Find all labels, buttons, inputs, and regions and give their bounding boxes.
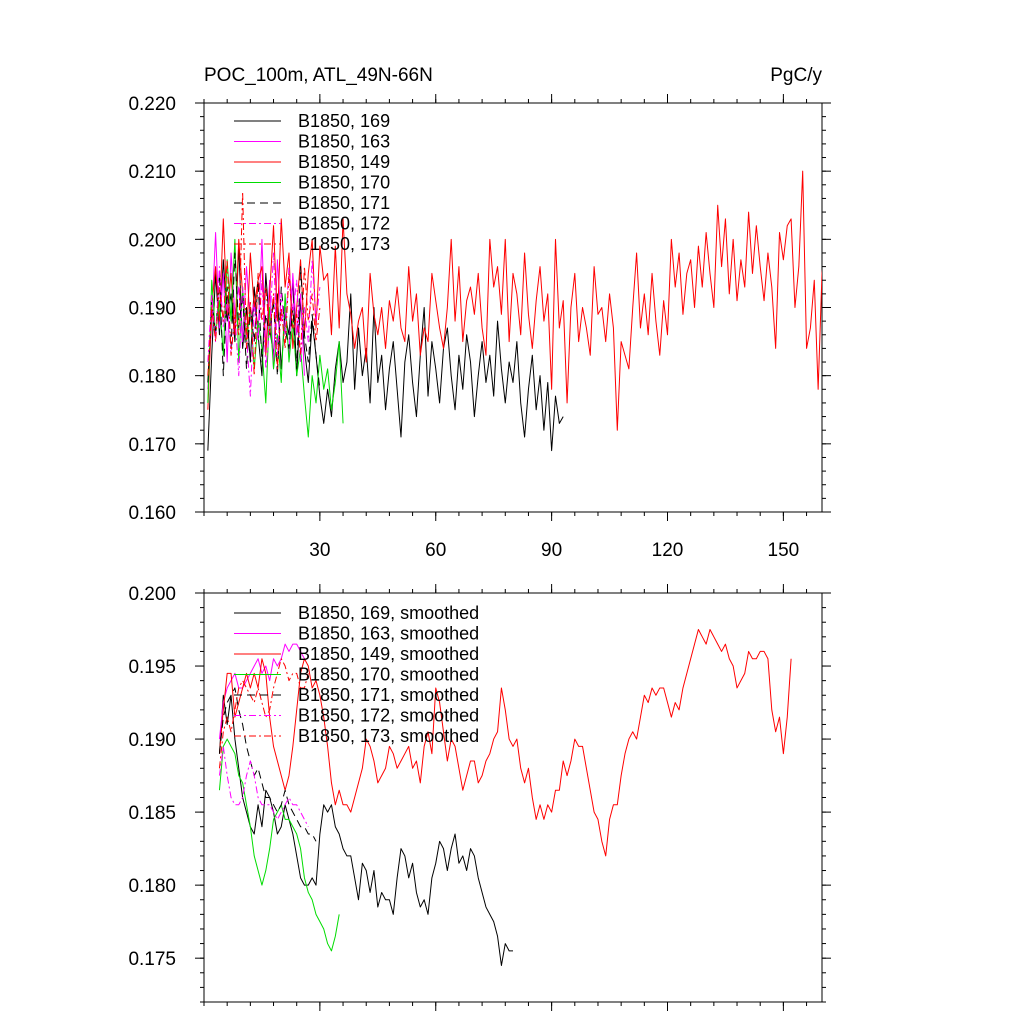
top-x-tick-label: 120: [652, 540, 684, 561]
top-x-tick-label: 60: [425, 540, 446, 561]
bottom-series-line-2: [218, 643, 305, 740]
top-series-group: [207, 170, 822, 452]
bottom-y-tick-label: 0.190: [128, 730, 176, 751]
top-series-line-6: [207, 252, 321, 397]
top-x-tick-label: 30: [309, 540, 330, 561]
bottom-series-line-3: [218, 629, 792, 857]
bottom-series-line-6: [218, 745, 309, 827]
top-series-line-1: [207, 245, 564, 452]
bottom-legend-label: B1850, 170, smoothed: [298, 665, 479, 685]
top-y-tick-label: 0.210: [128, 162, 176, 183]
bottom-legend-label: B1850, 171, smoothed: [298, 685, 479, 705]
top-y-tick-label: 0.180: [128, 367, 176, 388]
chart-title: POC_100m, ATL_49N-66N: [204, 65, 433, 86]
top-series-line-7: [207, 191, 321, 377]
top-legend-label: B1850, 170: [298, 173, 390, 193]
bottom-legend-label: B1850, 169, smoothed: [298, 603, 479, 623]
top-series-line-5: [207, 252, 321, 390]
top-series-line-4: [207, 238, 344, 438]
bottom-series-line-1: [218, 694, 513, 966]
bottom-y-tick-label: 0.195: [128, 657, 176, 678]
units-label: PgC/y: [770, 65, 822, 86]
top-legend-label: B1850, 173: [298, 234, 390, 254]
top-x-tick-label: 150: [768, 540, 800, 561]
bottom-panel: 0.175 0.180 0.185 0.190 0.195 0.200 B1850, 169…: [128, 584, 831, 1011]
bottom-y-tick-label: 0.175: [128, 949, 176, 970]
bottom-series-line-7: [218, 658, 309, 769]
top-y-tick-label: 0.190: [128, 299, 176, 320]
bottom-y-tick-label: 0.185: [128, 803, 176, 824]
bottom-legend-label: B1850, 149, smoothed: [298, 644, 479, 664]
top-legend-label: B1850, 149: [298, 152, 390, 172]
top-y-tick-label: 0.160: [128, 503, 176, 524]
top-legend-label: B1850, 171: [298, 193, 390, 213]
bottom-y-tick-label: 0.200: [128, 584, 176, 605]
top-y-tick-label: 0.220: [128, 94, 176, 115]
bottom-legend-label: B1850, 173, smoothed: [298, 726, 479, 746]
bottom-series-line-5: [218, 687, 317, 842]
bottom-y-tick-label: 0.180: [128, 876, 176, 897]
bottom-legend-label: B1850, 163, smoothed: [298, 624, 479, 644]
top-legend-label: B1850, 172: [298, 214, 390, 234]
top-y-tick-label: 0.200: [128, 230, 176, 251]
bottom-legend-label: B1850, 172, smoothed: [298, 706, 479, 726]
top-panel: 0.160 0.170 0.180 0.190 0.200 0.210 0.220 30 60 9…: [128, 94, 831, 561]
bottom-series-group: [218, 629, 792, 966]
top-x-tick-label: 90: [541, 540, 562, 561]
top-legend-label: B1850, 163: [298, 132, 390, 152]
top-series-line-3: [207, 170, 822, 431]
top-legend-label: B1850, 169: [298, 111, 390, 131]
top-y-tick-label: 0.170: [128, 435, 176, 456]
